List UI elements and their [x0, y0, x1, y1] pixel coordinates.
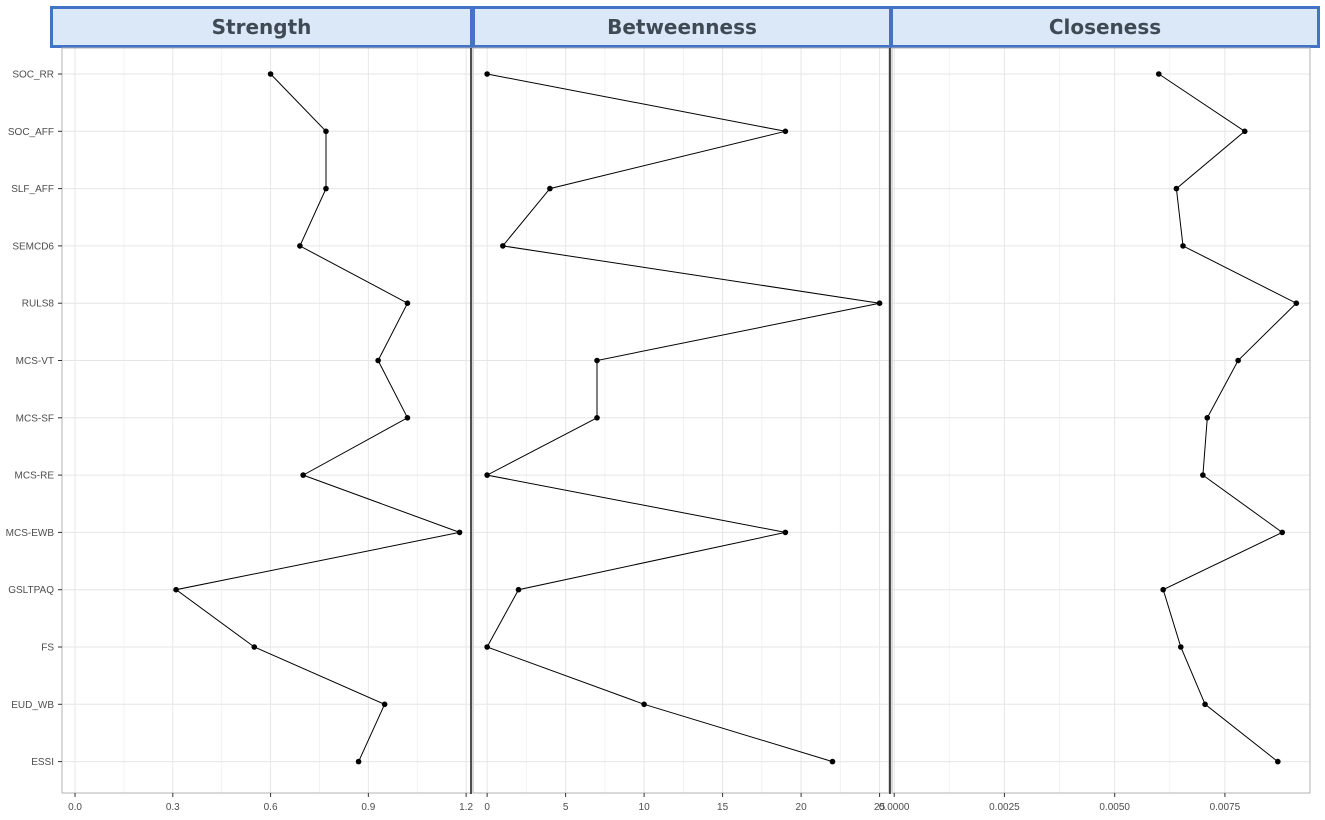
data-point-mcs-ewb	[782, 529, 789, 536]
data-point-eud_wb	[381, 701, 388, 708]
x-tick-label: 0.0050	[1099, 802, 1130, 813]
data-point-eud_wb	[1202, 701, 1208, 708]
y-tick-label: EUD_WB	[11, 700, 54, 711]
data-point-mcs-vt	[375, 357, 381, 364]
y-tick-label: RULS8	[22, 299, 55, 310]
data-point-soc_rr	[267, 71, 274, 77]
data-point-mcs-ewb	[456, 529, 463, 536]
y-tick-label: SOC_RR	[12, 70, 54, 81]
data-point-ruls8	[876, 300, 883, 307]
panel-closeness: 0.0000 0.0025 0.0050 0.0075	[879, 47, 1311, 813]
data-point-semcd6	[1180, 243, 1186, 249]
data-point-soc_rr	[484, 71, 490, 77]
x-tick-label: 20	[796, 802, 808, 813]
x-tick-label: 0.0025	[989, 802, 1020, 813]
y-tick-label: SOC_AFF	[8, 127, 54, 138]
x-tick-label: 0.0	[68, 802, 82, 813]
y-tick-label: MCS-SF	[16, 413, 54, 424]
panel-title-closeness: Closeness	[890, 6, 1320, 48]
data-point-mcs-vt	[594, 357, 600, 364]
x-tick-label: 10	[639, 802, 651, 813]
panel-title-betweenness: Betweenness	[472, 6, 892, 48]
data-point-eud_wb	[641, 701, 647, 708]
data-point-gsltpaq	[1160, 586, 1166, 593]
data-point-mcs-sf	[404, 415, 411, 421]
data-point-mcs-ewb	[1279, 529, 1286, 536]
data-point-mcs-vt	[1235, 357, 1241, 364]
data-point-gsltpaq	[515, 586, 522, 593]
x-tick-label: 0	[484, 802, 490, 813]
x-tick-label: 1.2	[459, 802, 473, 813]
x-tick-label: 0.6	[264, 802, 278, 813]
data-point-mcs-sf	[1204, 415, 1211, 421]
data-point-gsltpaq	[173, 586, 179, 593]
y-axis: SOC_RR SOC_AFF SLF_AFF SEMCD6 RULS8 MCS-VT MCS…	[6, 70, 62, 768]
data-point-fs	[1178, 644, 1184, 650]
x-tick-label: 0.0000	[879, 802, 910, 813]
y-tick-label: SEMCD6	[12, 241, 54, 252]
x-tick-label: 15	[717, 802, 729, 813]
panel-background	[62, 48, 471, 793]
data-point-mcs-re	[1200, 472, 1206, 478]
data-point-slf_aff	[1173, 185, 1180, 192]
panel-border	[472, 47, 890, 794]
panel-title-strength: Strength	[50, 6, 473, 48]
y-tick-label: MCS-RE	[15, 471, 55, 482]
x-tick-label: 0.3	[166, 802, 180, 813]
y-tick-label: FS	[41, 643, 54, 654]
data-point-slf_aff	[547, 185, 553, 192]
x-tick-label: 0.0075	[1210, 802, 1241, 813]
y-tick-label: SLF_AFF	[11, 184, 54, 195]
data-point-soc_aff	[1241, 128, 1248, 135]
y-tick-label: MCS-EWB	[6, 528, 55, 539]
x-tick-label: 25	[874, 802, 886, 813]
y-tick-label: GSLTPAQ	[8, 585, 54, 596]
data-point-soc_aff	[323, 128, 329, 135]
data-point-slf_aff	[323, 185, 329, 192]
y-tick-label: MCS-VT	[16, 356, 54, 367]
data-point-soc_rr	[1155, 71, 1162, 77]
panel-border	[891, 47, 1311, 794]
data-point-soc_aff	[782, 128, 789, 135]
data-point-essi	[355, 758, 362, 765]
data-point-mcs-sf	[594, 415, 600, 421]
y-tick-label: ESSI	[31, 757, 54, 768]
panel-strength: 0.0 0.3 0.6 0.9 1.2	[61, 47, 473, 813]
panel-background	[473, 48, 889, 793]
data-point-mcs-re	[484, 472, 490, 478]
data-point-essi	[1275, 758, 1281, 765]
x-tick-label: 0.9	[361, 802, 375, 813]
panel-betweenness: 0 5 10 15 20 25	[472, 47, 890, 813]
data-point-ruls8	[404, 300, 411, 307]
data-point-fs	[484, 644, 490, 650]
data-point-semcd6	[500, 243, 506, 249]
data-point-essi	[829, 758, 836, 765]
panel-background	[892, 48, 1310, 793]
data-point-fs	[251, 644, 258, 650]
data-point-mcs-re	[300, 472, 306, 478]
data-point-ruls8	[1293, 300, 1300, 307]
x-tick-label: 5	[563, 802, 569, 813]
data-point-semcd6	[297, 243, 303, 249]
